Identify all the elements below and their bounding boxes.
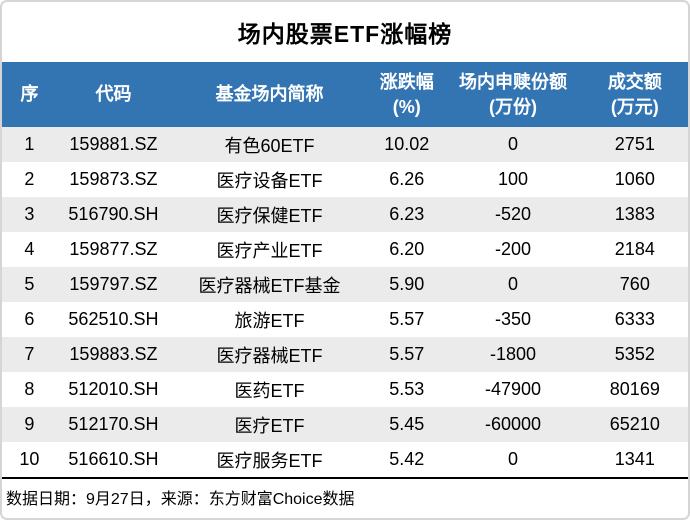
page-title: 场内股票ETF涨幅榜 (237, 21, 453, 47)
change-cell: 6.26 (369, 162, 445, 197)
rank-cell: 1 (2, 127, 57, 162)
column-unit: (%) (392, 96, 421, 117)
table-row: 1 159881.SZ 有色60ETF 10.02 0 2751 (2, 127, 688, 162)
column-label: 成交额 (607, 72, 662, 93)
rank-cell: 7 (2, 337, 57, 372)
column-header-1: 序 (2, 62, 57, 127)
shares-cell: 0 (444, 267, 582, 302)
name-cell: 医疗产业ETF (170, 232, 369, 267)
change-cell: 10.02 (369, 127, 445, 162)
shares-cell: -47900 (444, 372, 582, 407)
turnover-cell: 65210 (581, 407, 688, 442)
etf-ranking-table: 序 代码 基金场内简称 涨跌幅 (%) 场内申赎份额 (万份) 成交额 (万元) 1 159881… (2, 62, 688, 477)
shares-cell: -60000 (444, 407, 582, 442)
turnover-cell: 760 (581, 267, 688, 302)
table-row: 10 516610.SH 医疗服务ETF 5.42 0 1341 (2, 442, 688, 477)
table-row: 3 516790.SH 医疗保健ETF 6.23 -520 1383 (2, 197, 688, 232)
change-cell: 5.42 (369, 442, 445, 477)
column-header-3: 基金场内简称 (170, 62, 369, 127)
column-unit: (万元) (610, 96, 659, 117)
name-cell: 医疗服务ETF (170, 442, 369, 477)
change-cell: 6.20 (369, 232, 445, 267)
code-cell: 159873.SZ (56, 162, 171, 197)
table-row: 7 159883.SZ 医疗器械ETF 5.57 -1800 5352 (2, 337, 688, 372)
turnover-cell: 1060 (581, 162, 688, 197)
turnover-cell: 5352 (581, 337, 688, 372)
column-label: 涨跌幅 (379, 72, 434, 93)
shares-cell: 0 (444, 127, 582, 162)
code-cell: 516610.SH (56, 442, 171, 477)
change-cell: 5.90 (369, 267, 445, 302)
turnover-cell: 2184 (581, 232, 688, 267)
turnover-cell: 6333 (581, 302, 688, 337)
column-label: 序 (20, 84, 39, 105)
name-cell: 医疗ETF (170, 407, 369, 442)
shares-cell: -1800 (444, 337, 582, 372)
code-cell: 562510.SH (56, 302, 171, 337)
turnover-cell: 1383 (581, 197, 688, 232)
table-row: 6 562510.SH 旅游ETF 5.57 -350 6333 (2, 302, 688, 337)
name-cell: 医疗设备ETF (170, 162, 369, 197)
table-header: 序 代码 基金场内简称 涨跌幅 (%) 场内申赎份额 (万份) 成交额 (万元) (2, 62, 688, 127)
name-cell: 医疗器械ETF (170, 337, 369, 372)
code-cell: 516790.SH (56, 197, 171, 232)
column-label: 场内申赎份额 (459, 72, 568, 93)
table-header-row: 序 代码 基金场内简称 涨跌幅 (%) 场内申赎份额 (万份) 成交额 (万元) (2, 62, 688, 127)
shares-cell: 100 (444, 162, 582, 197)
code-cell: 512010.SH (56, 372, 171, 407)
change-cell: 6.23 (369, 197, 445, 232)
code-cell: 159883.SZ (56, 337, 171, 372)
turnover-cell: 1341 (581, 442, 688, 477)
column-unit: (万份) (489, 96, 538, 117)
name-cell: 医疗保健ETF (170, 197, 369, 232)
table-row: 4 159877.SZ 医疗产业ETF 6.20 -200 2184 (2, 232, 688, 267)
table-row: 9 512170.SH 医疗ETF 5.45 -60000 65210 (2, 407, 688, 442)
shares-cell: -200 (444, 232, 582, 267)
column-header-4: 涨跌幅 (%) (369, 62, 445, 127)
code-cell: 159797.SZ (56, 267, 171, 302)
rank-cell: 10 (2, 442, 57, 477)
change-cell: 5.53 (369, 372, 445, 407)
rank-cell: 2 (2, 162, 57, 197)
change-cell: 5.45 (369, 407, 445, 442)
rank-cell: 3 (2, 197, 57, 232)
table-row: 5 159797.SZ 医疗器械ETF基金 5.90 0 760 (2, 267, 688, 302)
column-header-2: 代码 (56, 62, 171, 127)
code-cell: 159877.SZ (56, 232, 171, 267)
name-cell: 有色60ETF (170, 127, 369, 162)
change-cell: 5.57 (369, 302, 445, 337)
name-cell: 医药ETF (170, 372, 369, 407)
shares-cell: -350 (444, 302, 582, 337)
column-header-5: 场内申赎份额 (万份) (444, 62, 582, 127)
rank-cell: 8 (2, 372, 57, 407)
column-label: 代码 (95, 84, 132, 105)
shares-cell: -520 (444, 197, 582, 232)
code-cell: 512170.SH (56, 407, 171, 442)
rank-cell: 6 (2, 302, 57, 337)
rank-cell: 5 (2, 267, 57, 302)
turnover-cell: 80169 (581, 372, 688, 407)
data-source-note: 数据日期：9月27日，来源：东方财富Choice数据 (2, 477, 688, 514)
table-row: 8 512010.SH 医药ETF 5.53 -47900 80169 (2, 372, 688, 407)
column-label: 基金场内简称 (215, 84, 324, 105)
name-cell: 旅游ETF (170, 302, 369, 337)
code-cell: 159881.SZ (56, 127, 171, 162)
change-cell: 5.57 (369, 337, 445, 372)
column-header-6: 成交额 (万元) (581, 62, 688, 127)
table-body: 1 159881.SZ 有色60ETF 10.02 0 2751 2 159873.SZ 医疗设… (2, 127, 688, 477)
name-cell: 医疗器械ETF基金 (170, 267, 369, 302)
shares-cell: 0 (444, 442, 582, 477)
table-row: 2 159873.SZ 医疗设备ETF 6.26 100 1060 (2, 162, 688, 197)
turnover-cell: 2751 (581, 127, 688, 162)
rank-cell: 4 (2, 232, 57, 267)
rank-cell: 9 (2, 407, 57, 442)
